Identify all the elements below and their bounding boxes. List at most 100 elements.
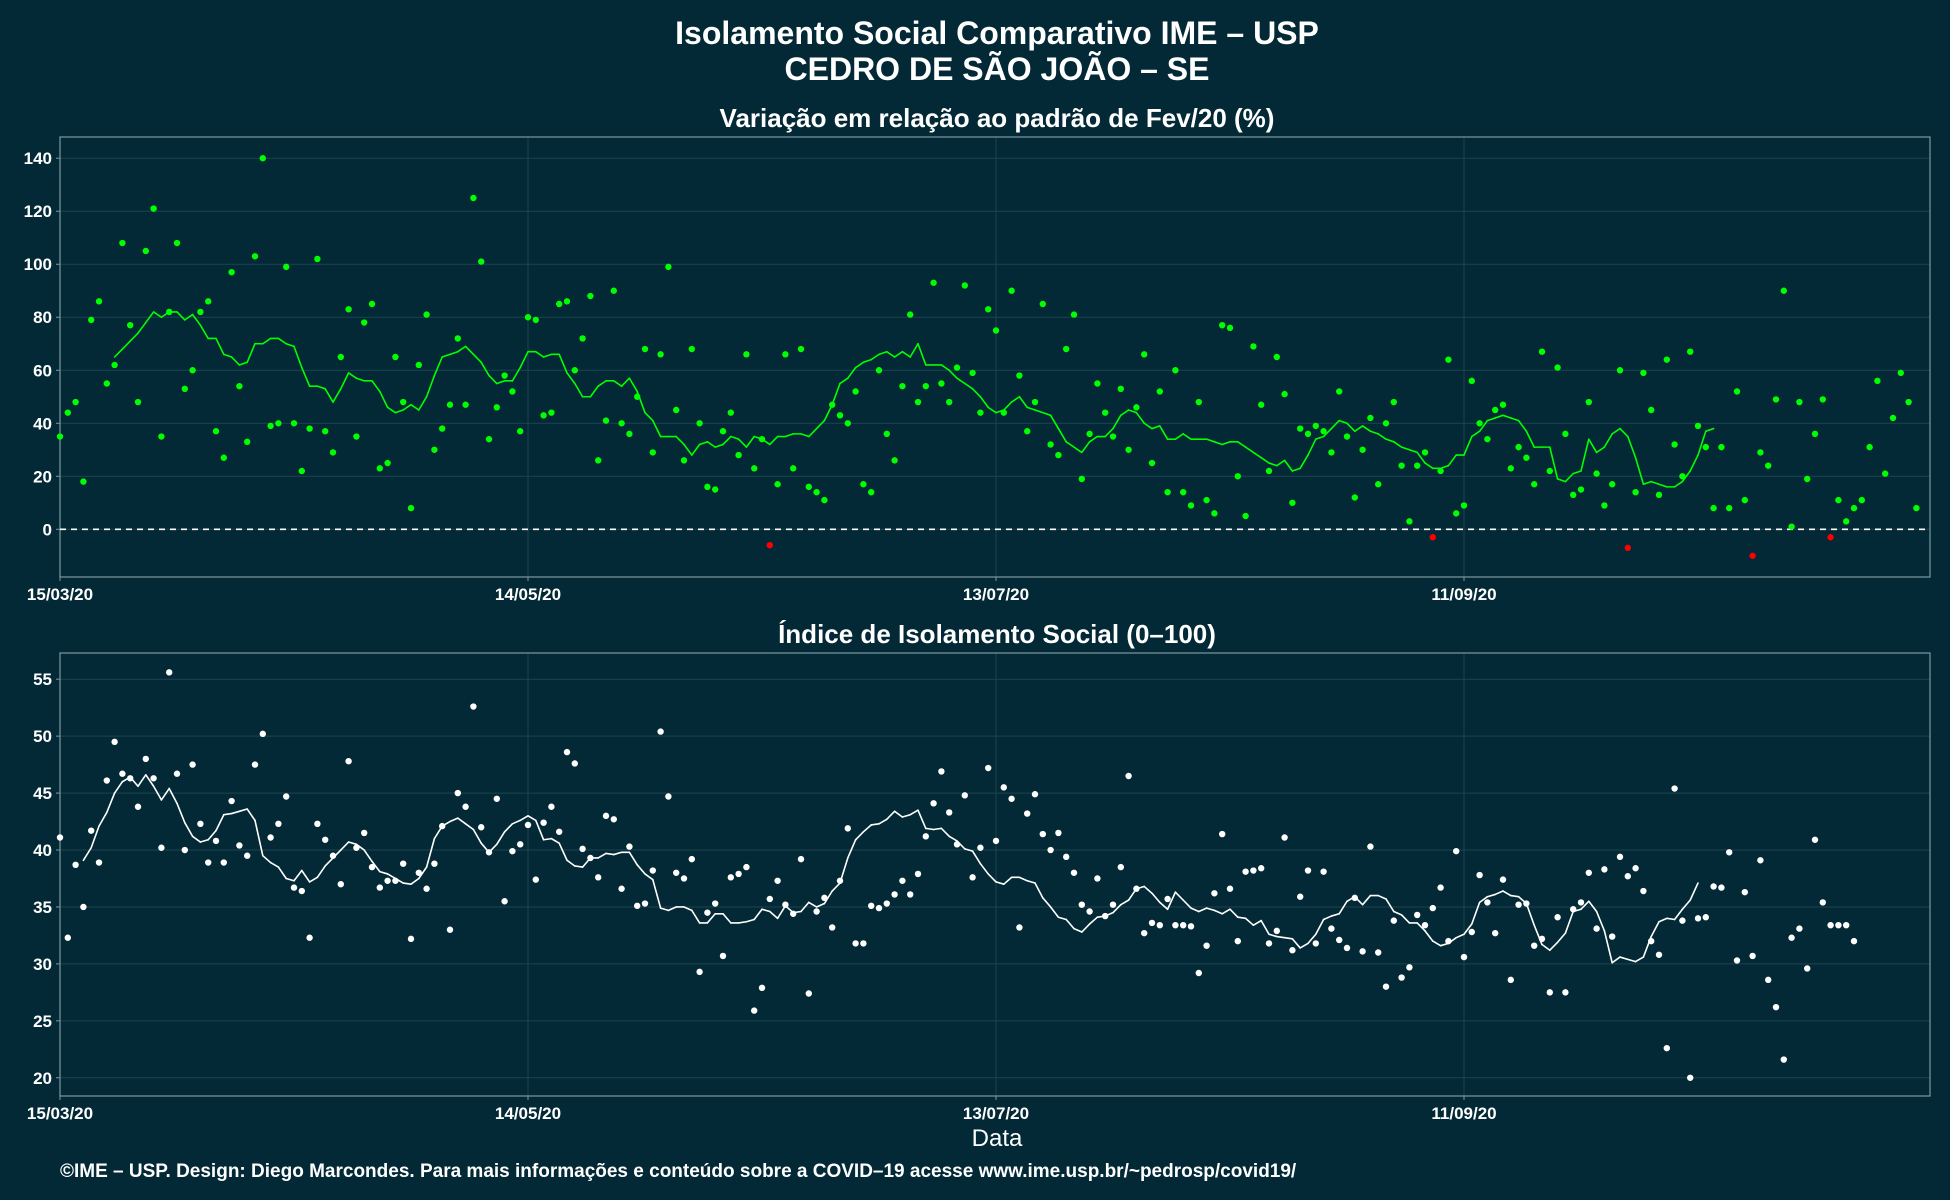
index-point (1164, 895, 1171, 903)
variation-point (259, 155, 266, 162)
moving-average-segment (316, 865, 327, 879)
variation-point (1726, 504, 1733, 512)
variation-point (446, 401, 454, 408)
index-point (680, 875, 688, 882)
y-tick-label: 40 (33, 414, 52, 433)
index-point (571, 760, 578, 767)
variation-point (1679, 473, 1686, 480)
variation-point (1460, 502, 1468, 509)
variation-point (400, 398, 407, 406)
variation-point (1304, 430, 1312, 438)
index-point (415, 869, 422, 876)
moving-average-segment (1634, 956, 1645, 963)
moving-average-segment (394, 409, 405, 414)
index-point (946, 809, 953, 816)
moving-average-segment (316, 385, 327, 390)
moving-average-segment (1681, 899, 1691, 911)
moving-average-segment (1627, 435, 1637, 459)
moving-average-segment (1572, 470, 1582, 475)
index-point (1078, 901, 1086, 908)
variation-point (1874, 377, 1881, 385)
moving-average-segment (1291, 938, 1301, 949)
moving-average-segment (1315, 435, 1325, 440)
variation-point (860, 481, 867, 488)
variation-point (1164, 488, 1171, 496)
figure-title-line1: Isolamento Social Comparativo IME – USP (675, 15, 1319, 51)
variation-point (953, 364, 961, 371)
moving-average-segment (729, 435, 740, 440)
moving-average-segment (979, 862, 990, 875)
moving-average-segment (1463, 435, 1473, 456)
moving-average-segment (339, 372, 350, 390)
index-point (641, 900, 649, 907)
index-point (1804, 965, 1811, 972)
variation-point (361, 319, 368, 326)
moving-average-segment (1252, 451, 1262, 459)
variation-point (1632, 488, 1639, 496)
moving-average-segment (495, 380, 506, 385)
moving-average-segment (917, 342, 927, 366)
moving-average-segment (495, 830, 506, 846)
variation-point (392, 353, 399, 361)
index-point (1562, 989, 1569, 996)
moving-average-segment (1221, 908, 1231, 915)
index-point (485, 849, 493, 856)
index-point (743, 863, 750, 871)
variation-point (1078, 475, 1086, 483)
index-point (1601, 866, 1608, 873)
y-tick-label: 120 (24, 202, 52, 221)
index-point (1180, 921, 1187, 929)
variation-point (1172, 367, 1179, 374)
index-point (992, 837, 1000, 845)
moving-average-segment (1112, 903, 1122, 914)
moving-average-segment (870, 823, 880, 826)
variation-point (1710, 504, 1717, 512)
variation-point (813, 488, 820, 496)
variation-point (946, 398, 953, 406)
moving-average-segment (527, 815, 537, 822)
index-point (883, 900, 890, 907)
moving-average-segment (1502, 414, 1512, 419)
moving-average-segment (145, 311, 155, 324)
variation-point (158, 433, 165, 440)
moving-average-segment (1400, 446, 1411, 451)
moving-average-segment (706, 441, 717, 448)
x-tick-label: 11/09/20 (1431, 1104, 1496, 1123)
moving-average-segment (456, 345, 467, 353)
moving-average-segment (1135, 411, 1145, 425)
moving-average-segment (737, 438, 748, 448)
moving-average-segment (1377, 894, 1387, 900)
index-point (197, 820, 204, 828)
index-point (384, 877, 391, 884)
index-point (290, 884, 298, 891)
moving-average-segment (480, 361, 490, 377)
variation-point (797, 345, 805, 353)
variation-point (1429, 534, 1437, 541)
variation-point (1858, 496, 1866, 504)
moving-average-segment (1260, 456, 1270, 464)
variation-point (166, 308, 173, 316)
index-point (1320, 868, 1327, 875)
variation-point (322, 428, 329, 435)
moving-average-segment (402, 403, 412, 411)
index-point (829, 924, 836, 931)
index-point (805, 990, 812, 997)
moving-average-segment (1549, 446, 1559, 480)
variation-point (1780, 287, 1788, 294)
moving-average-segment (1697, 430, 1707, 456)
index-point (891, 891, 898, 898)
variation-point (1016, 372, 1023, 379)
moving-average-segment (1151, 425, 1161, 430)
index-point (1273, 927, 1281, 935)
index-point (1546, 989, 1554, 996)
index-point (407, 935, 415, 943)
moving-average-segment (410, 403, 420, 411)
moving-average-segment (948, 835, 958, 842)
moving-average-segment (901, 350, 912, 358)
moving-average-segment (1541, 943, 1551, 952)
variation-point (1733, 388, 1741, 395)
index-point (1421, 921, 1429, 929)
moving-average-segment (386, 873, 397, 880)
index-point (727, 874, 734, 881)
moving-average-segment (1081, 441, 1091, 454)
